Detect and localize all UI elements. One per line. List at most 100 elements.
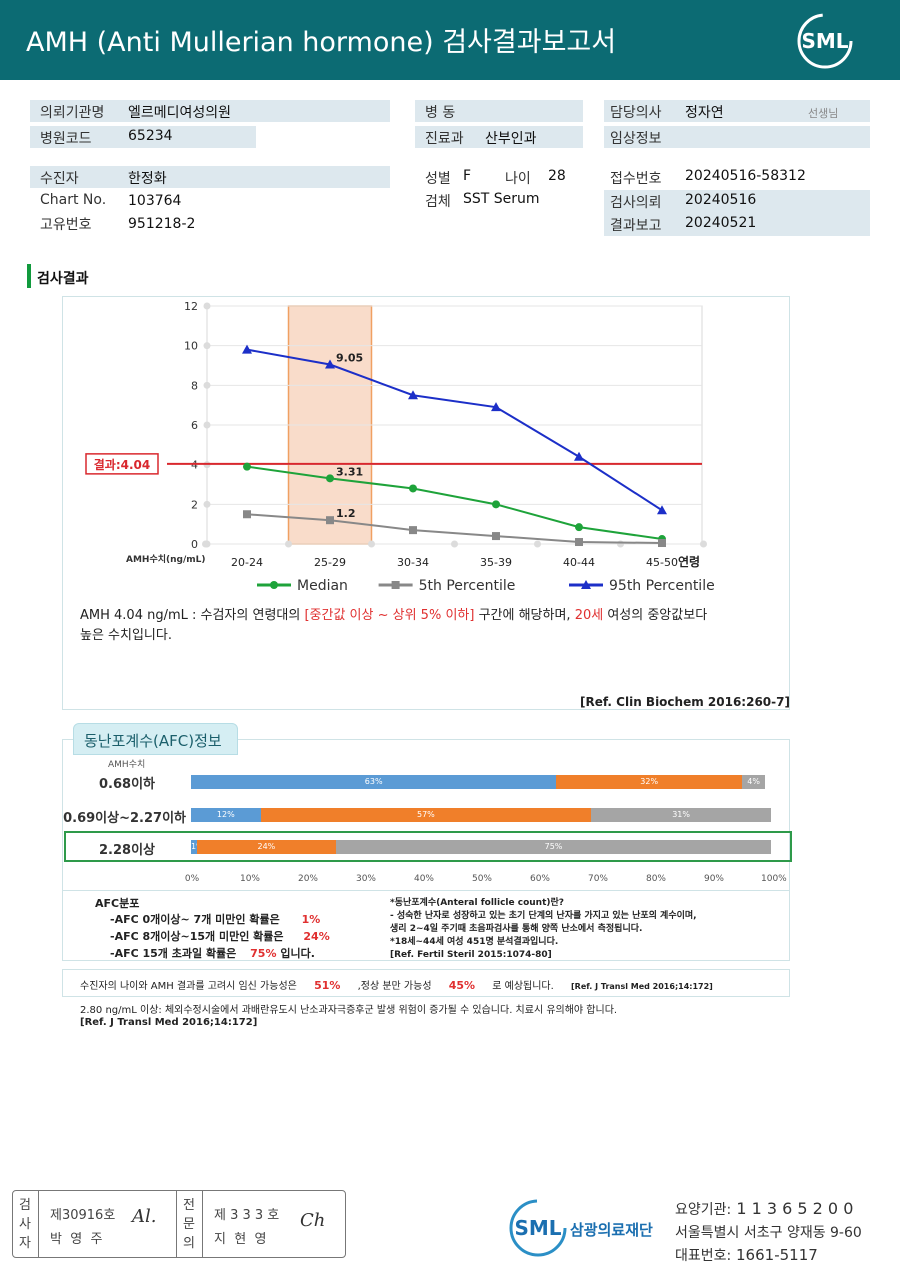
pregnancy-panel [62,969,790,997]
series-point [326,516,334,525]
ward-label: 병 동 [425,105,456,121]
afc-bar-segment: 4% [742,775,766,789]
data-label: 3.31 [336,465,363,478]
x-tick-dot [700,540,707,548]
sex-label: 성별 [425,171,451,187]
afc-bar-segment: 75% [336,840,771,854]
logo-text: SML [801,29,848,53]
afc-divider [62,890,790,891]
afc-bar-segment: 63% [191,775,557,789]
afc-bar-segment: 57% [260,808,592,822]
afc-row-label: 2.28이상 [99,843,155,858]
y-tick-label: 2 [191,498,198,511]
inst-value: 1 1 3 6 5 2 0 0 [731,1199,854,1218]
organization-phone: 대표번호: 1661-5117 [675,1245,818,1265]
x-tick-label: 25-29 [314,556,346,569]
series-point [658,539,666,548]
specialist-signature: Ch [300,1210,326,1231]
afc-line-1: -AFC 0개이상~ 7개 미만인 확률은 1% [110,911,320,928]
y-tick-dot [203,500,211,508]
preg-text-2: ,정상 분만 가능성 [357,981,432,992]
dept-value: 산부인과 [485,131,537,147]
x-tick-dot [451,540,458,548]
tel-value: 1661-5117 [731,1246,818,1264]
report-header [0,0,900,80]
afc-axis-tick: 0% [184,874,200,884]
x-tick-dot [285,540,292,548]
series-point [325,359,335,369]
y-tick-label: 4 [191,459,198,472]
uid-value: 951218-2 [128,216,196,232]
afc-axis-tick: 50% [471,874,492,884]
preg-value-2: 45% [448,979,476,992]
series-point [492,532,500,541]
organization-name: 삼광의료재단 [570,1221,653,1239]
pregnancy-text: 수진자의 나이와 AMH 결과를 고려시 임신 가능성은 51% ,정상 분만 … [80,977,713,992]
legend-label: 5th Percentile [419,578,516,594]
sex-value: F [463,168,472,184]
sig-divider [176,1191,177,1257]
y-axis-label: AMH수치(ng/mL) [126,553,206,565]
data-label: 1.2 [336,507,356,520]
afc-axis: 0% 10% 20% 30% 40% 50% 60% 70% 80% 90% 100% [185,874,787,888]
afc-note-5: [Ref. Fertil Steril 2015:1074-80] [390,950,552,960]
afc-bar-segment: 12% [191,808,261,822]
x-tick-label: 40-44 [563,556,595,569]
desc-range: [중간값 이상 ~ 상위 5% 이하] [304,608,475,623]
doctor-label: 담당의사 [610,105,662,121]
preg-reference: [Ref. J Transl Med 2016;14:172] [571,982,713,991]
afc-l3-suffix: 입니다. [280,947,315,960]
afc-dist-title: AFC분포 [95,897,140,910]
series-point [326,474,334,483]
afc-notes: *동난포계수(Anteral follicle count)란? - 성숙한 난… [390,897,697,962]
clinical-label: 임상정보 [610,131,662,147]
x-tick-label: 30-34 [397,556,429,569]
code-label: 병원코드 [40,131,92,147]
y-tick-label: 0 [191,538,198,551]
afc-axis-tick: 20% [297,874,318,884]
x-tick-dot [534,540,541,548]
desc-part-1: AMH 4.04 ng/mL : 수검자의 연령대의 [80,608,305,623]
afc-axis-tick: 30% [355,874,376,884]
desc-age: 20세 [574,608,604,623]
result-badge [85,453,159,475]
series-point [492,500,500,509]
inst-label: 요양기관: [675,1202,732,1218]
specimen-label: 검체 [425,194,451,210]
warning-reference: [Ref. J Transl Med 2016;14:172] [80,1017,258,1028]
afc-note-1: *동난포계수(Anteral follicle count)란? [390,898,564,908]
sml-logo-icon: SML [797,13,853,69]
x-tick-label: 45-50 [646,556,678,569]
series-point [409,526,417,535]
afc-bar-segment: 24% [196,840,336,854]
afc-axis-tick: 70% [587,874,608,884]
tester-caption: 검사자 [19,1198,31,1251]
report-value: 20240521 [685,215,757,231]
x-axis-label: 연령 [678,554,700,569]
institution-value: 엘르메디여성의원 [128,105,232,121]
afc-bars: 63%32%4% 12%57%31% 1%24%75% [191,0,771,900]
x-tick-label: 20-24 [231,556,263,569]
legend-label: 95th Percentile [609,578,715,594]
afc-l1-value: 1% [301,913,321,926]
warning-text: 2.80 ng/mL 이상: 체외수정시술에서 과배란유도시 난소과자극증후군 … [80,1005,618,1016]
sml-footer-logo-icon: SML [509,1199,567,1257]
info-row-dates [604,190,870,236]
afc-bar-segment: 32% [556,775,742,789]
uid-label: 고유번호 [40,217,92,233]
afc-l1-text: -AFC 0개이상~ 7개 미만인 확률은 [110,913,280,926]
afc-axis-tick: 100% [761,874,787,884]
amh-chart: 0 2 4 6 8 10 12 20-24 25-29 30-34 35-39 40-44 45-50 A… [85,300,715,594]
series-line-0 [246,465,663,541]
result-panel [62,296,790,710]
series-point [574,451,584,461]
specimen-value: SST Serum [463,191,540,207]
section-marker [27,264,31,288]
info-row-institution [30,100,390,122]
desc-reference: [Ref. Clin Biochem 2016:260-7] [580,695,790,709]
report-title: AMH (Anti Mullerian hormone) 검사결과보고서 [26,27,617,58]
info-row-dept [415,126,583,148]
result-description: AMH 4.04 ng/mL : 수검자의 연령대의 [중간값 이상 ~ 상위 … [80,606,800,646]
afc-bar-segment: 1% [191,840,197,854]
afc-axis-tick: 10% [239,874,260,884]
